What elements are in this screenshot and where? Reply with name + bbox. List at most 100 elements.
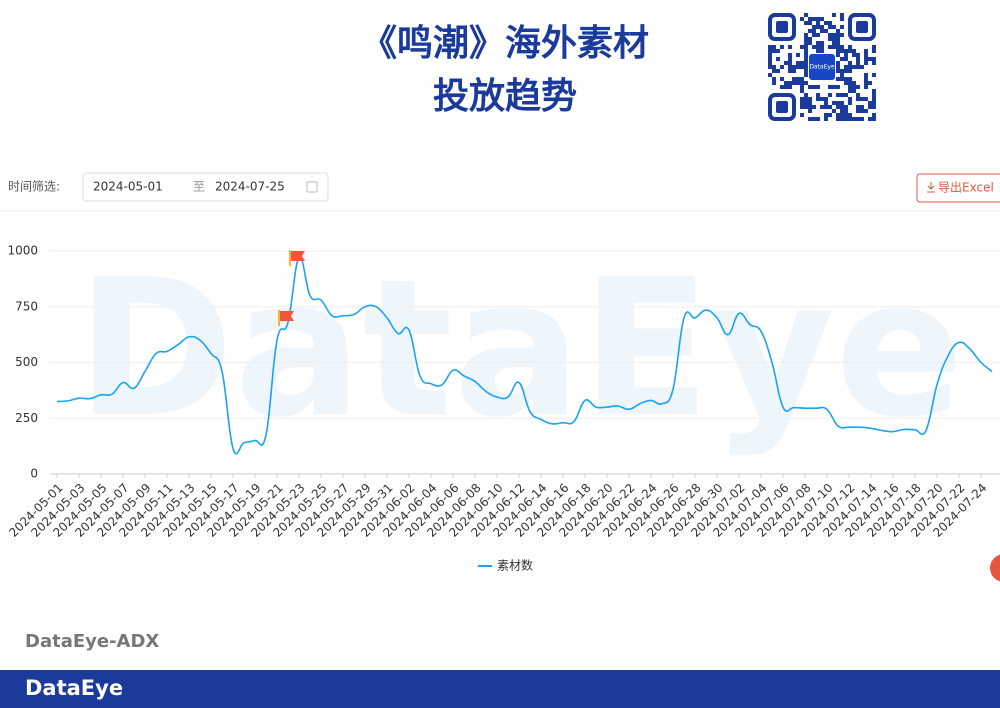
y-tick-label: 750: [15, 299, 38, 313]
qr-module: [808, 41, 812, 45]
qr-module: [848, 117, 852, 121]
qr-module: [856, 117, 860, 121]
qr-module: [848, 81, 852, 85]
qr-module: [776, 57, 780, 61]
qr-module: [800, 65, 804, 69]
qr-module: [844, 109, 848, 113]
qr-module: [796, 65, 800, 69]
qr-module: [816, 17, 820, 21]
source: DataEye-ADX: [25, 631, 159, 652]
qr-module: [768, 65, 772, 69]
qr-logo: [809, 54, 835, 80]
qr-module: [768, 49, 772, 53]
qr-finder-core: [776, 101, 788, 113]
qr-module: [824, 105, 828, 109]
qr-module: [768, 53, 772, 57]
qr-module: [844, 65, 848, 69]
qr-module: [804, 73, 808, 77]
qr-module: [792, 69, 796, 73]
qr-module: [800, 97, 804, 101]
qr-module: [844, 105, 848, 109]
qr-module: [800, 105, 804, 109]
qr-module: [808, 37, 812, 41]
qr-module: [856, 85, 860, 89]
qr-module: [812, 17, 816, 21]
qr-module: [772, 45, 776, 49]
qr-module: [828, 93, 832, 97]
qr-module: [804, 49, 808, 53]
qr-module: [860, 105, 864, 109]
qr-module: [832, 33, 836, 37]
qr-module: [772, 69, 776, 73]
qr-module: [836, 49, 840, 53]
qr-module: [856, 105, 860, 109]
qr-module: [784, 61, 788, 65]
qr-module: [804, 61, 808, 65]
export-button[interactable]: [916, 173, 1000, 203]
qr-module: [820, 29, 824, 33]
y-tick-label: 0: [30, 467, 38, 481]
qr-module: [848, 101, 852, 105]
qr-module: [864, 49, 868, 53]
qr-module: [856, 65, 860, 69]
qr-module: [852, 117, 856, 121]
qr-module: [832, 109, 836, 113]
qr-module: [864, 61, 868, 65]
date-range[interactable]: [82, 172, 329, 202]
qr-module: [852, 65, 856, 69]
qr-module: [772, 77, 776, 81]
qr-module: [804, 97, 808, 101]
qr-finder: [768, 13, 796, 41]
qr-module: [852, 89, 856, 93]
qr-module: [816, 93, 820, 97]
qr-module: [804, 45, 808, 49]
float-button[interactable]: [990, 554, 1000, 582]
qr-module: [856, 53, 860, 57]
qr-module: [772, 81, 776, 85]
qr-module: [824, 113, 828, 117]
qr-module: [836, 69, 840, 73]
flag: [291, 251, 305, 261]
qr-module: [808, 101, 812, 105]
qr-module: [872, 93, 876, 97]
qr-module: [768, 57, 772, 61]
qr-module: [836, 37, 840, 41]
qr-module: [864, 81, 868, 85]
qr-module: [808, 109, 812, 113]
qr-module: [816, 41, 820, 45]
qr-module: [780, 65, 784, 69]
qr-module: [820, 97, 824, 101]
qr-module: [856, 109, 860, 113]
qr-module: [836, 61, 840, 65]
qr-module: [836, 45, 840, 49]
qr-module: [852, 53, 856, 57]
qr-module: [872, 105, 876, 109]
qr-module: [860, 97, 864, 101]
qr-module: [820, 17, 824, 21]
qr-module: [864, 85, 868, 89]
qr-module: [864, 73, 868, 77]
end-date: 2024-07-25: [215, 180, 285, 194]
qr-module: [820, 105, 824, 109]
qr-module: [868, 101, 872, 105]
qr-module: [800, 17, 804, 21]
qr-code: DataEye: [765, 10, 881, 128]
qr-module: [844, 69, 848, 73]
qr-module: [836, 65, 840, 69]
qr-module: [840, 101, 844, 105]
qr-module: [836, 33, 840, 37]
qr-module: [768, 45, 772, 49]
qr-module: [816, 97, 820, 101]
qr-module: [828, 25, 832, 29]
qr-module: [832, 85, 836, 89]
qr-module: [872, 73, 876, 77]
qr-module: [788, 85, 792, 89]
qr-module: [836, 101, 840, 105]
qr-module: [844, 77, 848, 81]
qr-module: [836, 105, 840, 109]
qr-module: [784, 81, 788, 85]
qr-module: [804, 57, 808, 61]
chart: 025050075010002024-05-012024-05-032024-0…: [6, 244, 1000, 573]
qr-module: [868, 117, 872, 121]
qr-module: [800, 61, 804, 65]
